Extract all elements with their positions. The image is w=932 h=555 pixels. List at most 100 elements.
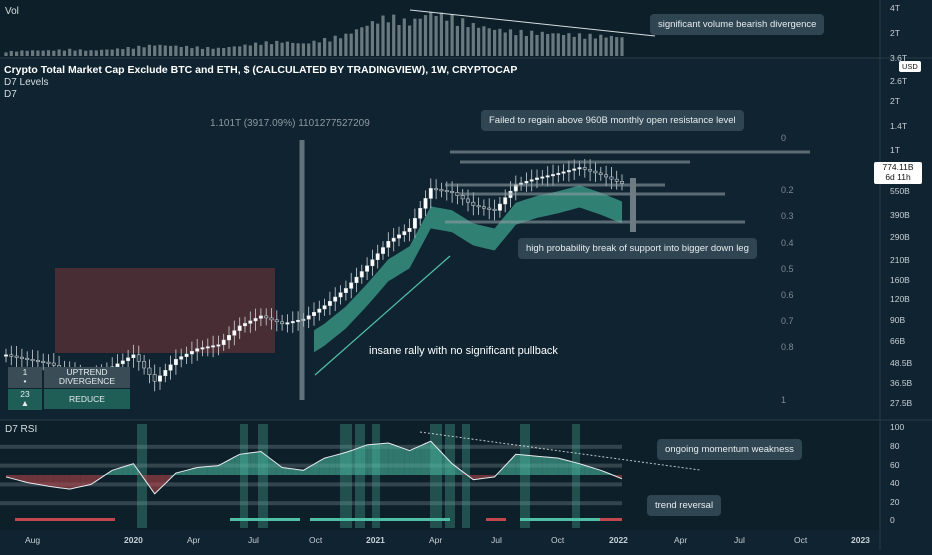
rsi-area [499, 465, 506, 475]
fib-level-label: 0.5 [781, 264, 794, 274]
rsi-area [351, 448, 357, 475]
candle-body [41, 360, 46, 363]
candle-body [466, 198, 470, 203]
candle-body [227, 335, 231, 341]
volume-bar [41, 50, 45, 56]
price-axis-label: 66B [890, 336, 906, 346]
momentum-annotation[interactable]: ongoing momentum weakness [657, 439, 802, 460]
candle-body [503, 197, 508, 205]
indicator-d7[interactable]: D7 [4, 89, 17, 100]
candle-body [120, 360, 125, 365]
volume-bar [163, 45, 167, 56]
indicator-d7-levels[interactable]: D7 Levels [4, 77, 49, 88]
volume-bar [423, 15, 428, 57]
rsi-signal-column [258, 424, 268, 528]
volume-bar [599, 34, 603, 56]
volume-bar [482, 26, 486, 56]
volume-bar [307, 43, 311, 56]
candle-body [529, 179, 534, 182]
resistance-annotation[interactable]: Failed to regain above 960B monthly open… [481, 110, 744, 131]
rsi-axis-label: 0 [890, 515, 895, 525]
candle-body [434, 188, 439, 191]
volume-bar [370, 21, 374, 57]
rsi-area [568, 460, 575, 475]
volume-bar [84, 50, 88, 56]
rsi-area [436, 446, 442, 475]
candle-body [253, 318, 258, 322]
rsi-area [133, 463, 139, 475]
candle-body [306, 315, 311, 320]
rsi-area [122, 465, 129, 475]
volume-bar [556, 33, 560, 56]
candle-body [189, 351, 194, 355]
volume-bar [354, 29, 359, 56]
rsi-area [420, 443, 426, 475]
candle-body [359, 271, 364, 278]
rsi-area [335, 453, 341, 475]
fib-level-label: 0.4 [781, 238, 794, 248]
candle-body [327, 301, 332, 306]
candle-body [561, 171, 566, 174]
candle-body [290, 321, 295, 324]
volume-bar [9, 50, 13, 56]
rsi-area [319, 458, 325, 475]
volume-bar [562, 35, 566, 56]
volume-divergence-annotation[interactable]: significant volume bearish divergence [650, 14, 825, 35]
volume-bar [461, 18, 465, 56]
candle-body [566, 170, 571, 173]
volume-bar [386, 22, 390, 56]
volume-bar [583, 38, 587, 56]
candle-body [274, 319, 279, 323]
volume-bar [73, 50, 77, 56]
rsi-area [537, 456, 543, 475]
current-price-box[interactable]: 774.11B 6d 11h [874, 162, 922, 184]
volume-bar [94, 50, 98, 56]
candle-body [312, 312, 316, 316]
rsi-area [85, 475, 91, 486]
support-annotation[interactable]: high probability break of support into b… [518, 238, 757, 259]
volume-bar [4, 52, 8, 56]
rsi-title[interactable]: D7 RSI [5, 424, 38, 435]
candle-body [35, 360, 40, 363]
rsi-area [590, 467, 596, 475]
candle-body [354, 276, 359, 283]
bar-countdown: 6d 11h [885, 172, 911, 182]
fib-level-label: 1 [781, 395, 787, 405]
rsi-divergence-line [419, 431, 701, 471]
rsi-level-line [0, 444, 622, 449]
candle-body [4, 354, 8, 357]
rsi-area [452, 463, 458, 475]
reversal-annotation[interactable]: trend reversal [647, 495, 722, 516]
candle-body [115, 363, 120, 368]
volume-bar [57, 49, 61, 56]
rsi-line [5, 440, 623, 495]
rsi-level-line [0, 482, 622, 487]
rsi-signal-column [372, 424, 380, 528]
time-axis-label: Jul [491, 535, 502, 545]
price-axis-label: 2T [890, 96, 900, 106]
rsi-area [260, 451, 267, 475]
price-axis-label: 210B [890, 255, 910, 265]
volume-divergence-line [409, 9, 656, 37]
volume-bar [408, 25, 412, 56]
candle-body [593, 170, 598, 174]
volume-bar [275, 40, 279, 56]
fib-level-label: 0.2 [781, 185, 794, 195]
rsi-area [223, 460, 229, 475]
rsi-signal-column [445, 424, 455, 528]
volume-bar [466, 27, 470, 56]
candle-body [221, 339, 226, 345]
volume-bar [105, 49, 109, 56]
candle-body [614, 178, 619, 182]
currency-badge[interactable]: USD [899, 61, 921, 72]
price-axis-label: 27.5B [890, 398, 913, 408]
rsi-area [43, 475, 49, 487]
volume-bar [259, 44, 263, 56]
candle-body [200, 347, 205, 350]
rsi-axis-label: 40 [890, 478, 900, 488]
candle-body [264, 315, 269, 319]
time-axis-label: 2022 [609, 535, 628, 545]
rsi-area [542, 456, 548, 475]
volume-bar [487, 28, 491, 56]
